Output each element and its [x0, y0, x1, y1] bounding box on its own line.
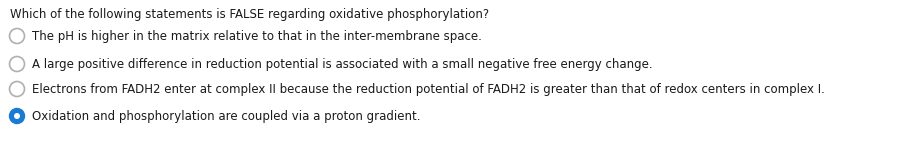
Text: Electrons from FADH2 enter at complex II because the reduction potential of FADH: Electrons from FADH2 enter at complex II… — [32, 83, 825, 96]
Circle shape — [9, 57, 25, 72]
Text: A large positive difference in reduction potential is associated with a small ne: A large positive difference in reduction… — [32, 58, 653, 71]
Circle shape — [14, 113, 20, 119]
Text: Which of the following statements is FALSE regarding oxidative phosphorylation?: Which of the following statements is FAL… — [10, 8, 489, 21]
Circle shape — [9, 82, 25, 97]
Circle shape — [9, 108, 25, 124]
Text: The pH is higher in the matrix relative to that in the inter-membrane space.: The pH is higher in the matrix relative … — [32, 30, 482, 43]
Circle shape — [9, 29, 25, 43]
Text: Oxidation and phosphorylation are coupled via a proton gradient.: Oxidation and phosphorylation are couple… — [32, 110, 421, 123]
